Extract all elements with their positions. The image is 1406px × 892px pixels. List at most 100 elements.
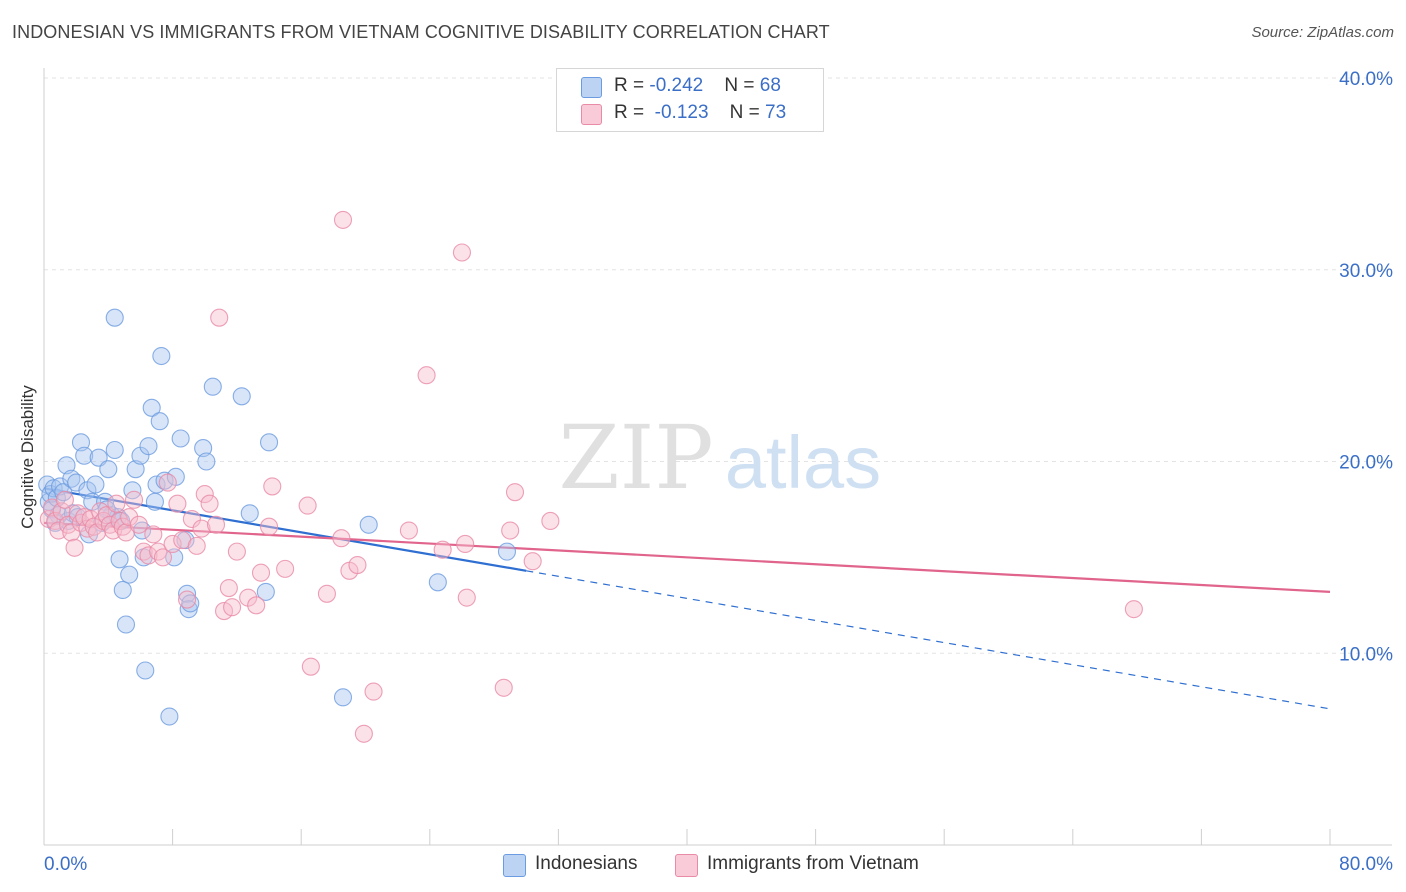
point-1-71 (501, 521, 520, 540)
point-1-52 (259, 517, 279, 536)
trend-line-extension-0 (526, 570, 1331, 710)
legend-n-label: N = (729, 102, 766, 123)
point-0-34 (126, 460, 145, 479)
y-tick-label-2: 30.0% (1339, 261, 1393, 282)
point-1-57 (317, 584, 336, 603)
point-0-39 (142, 398, 161, 417)
point-0-59 (259, 433, 279, 452)
point-1-25 (120, 508, 139, 527)
watermark-atlas: atlas (725, 421, 881, 504)
legend-r-label: R = (614, 75, 650, 96)
point-1-74 (541, 511, 560, 530)
point-1-41 (195, 485, 214, 504)
legend-r-value: -0.123 (654, 102, 709, 123)
point-1-69 (457, 588, 476, 607)
point-0-43 (152, 346, 171, 366)
point-0-19 (86, 475, 105, 494)
point-1-65 (417, 366, 436, 385)
point-0-66 (97, 500, 116, 519)
point-0-25 (105, 440, 124, 460)
point-1-46 (219, 579, 238, 598)
trend-line-1 (43, 521, 1331, 593)
y-tick-labels: 10.0% 20.0% 30.0% 40.0% (1339, 69, 1393, 665)
point-0-55 (203, 377, 222, 396)
point-1-56 (301, 657, 320, 676)
point-0-9 (57, 456, 76, 475)
point-1-51 (251, 563, 271, 582)
point-0-45 (160, 707, 179, 726)
point-0-28 (105, 308, 124, 327)
legend-swatch-indonesians (503, 854, 526, 877)
point-1-43 (206, 515, 226, 534)
point-0-62 (428, 573, 447, 592)
y-axis-label: Cognitive Disability (18, 385, 37, 529)
point-1-30 (144, 525, 163, 544)
point-1-29 (139, 546, 158, 565)
legend-n-value: 68 (759, 75, 781, 96)
point-1-40 (192, 519, 211, 538)
point-0-30 (113, 580, 132, 600)
point-1-72 (505, 483, 525, 502)
point-0-23 (99, 460, 118, 479)
legend-n-value: 73 (765, 102, 787, 123)
point-1-54 (276, 559, 295, 578)
point-1-39 (187, 536, 206, 555)
point-1-11 (75, 508, 94, 527)
point-0-40 (145, 492, 164, 511)
legend-label-indonesians: Indonesians (535, 853, 638, 874)
x-tick-label-max: 80.0% (1339, 854, 1393, 875)
point-1-68 (456, 534, 475, 554)
point-0-58 (256, 582, 275, 601)
point-1-37 (178, 590, 197, 609)
point-1-31 (149, 542, 168, 561)
point-1-14 (84, 517, 103, 536)
point-1-35 (168, 494, 187, 513)
point-0-33 (123, 481, 142, 500)
point-1-27 (129, 515, 148, 534)
point-0-31 (116, 615, 136, 634)
legend-swatch-vietnam (675, 854, 698, 877)
point-0-4 (44, 479, 63, 498)
point-0-67 (133, 521, 152, 540)
trend-lines (43, 487, 1331, 710)
point-1-53 (263, 477, 282, 496)
legend-label-vietnam: Immigrants from Vietnam (707, 853, 919, 874)
point-0-63 (497, 542, 517, 561)
watermark-zip: ZIP (558, 406, 713, 509)
x-tick-label-min: 0.0% (44, 854, 87, 875)
series-0 (38, 308, 517, 726)
point-0-32 (120, 565, 139, 584)
point-0-37 (136, 661, 155, 680)
gridlines (44, 77, 1392, 654)
point-0-29 (110, 550, 129, 569)
point-1-8 (65, 538, 84, 557)
point-1-50 (247, 596, 266, 615)
point-1-42 (200, 494, 219, 513)
series-1 (39, 210, 1143, 743)
point-1-26 (124, 490, 144, 509)
data-points (38, 210, 1143, 743)
point-0-56 (232, 387, 251, 406)
point-0-61 (359, 515, 378, 534)
point-1-67 (452, 243, 472, 262)
point-0-8 (54, 483, 73, 502)
y-tick-label-3: 40.0% (1339, 69, 1393, 90)
point-1-59 (333, 210, 353, 229)
point-1-75 (1124, 600, 1143, 619)
point-1-61 (348, 555, 367, 575)
point-1-5 (55, 490, 74, 509)
stats-legend: R = -0.242 N = 68 R = -0.123 N = 73 (556, 68, 824, 132)
axes (43, 68, 1392, 846)
point-1-66 (433, 540, 452, 559)
y-tick-label-0: 10.0% (1339, 644, 1393, 665)
point-1-38 (182, 509, 201, 529)
point-0-48 (171, 429, 190, 448)
legend-swatch-vietnam (581, 104, 602, 125)
point-0-60 (333, 688, 353, 707)
point-0-14 (71, 433, 91, 452)
point-1-12 (78, 519, 97, 538)
y-tick-label-1: 20.0% (1339, 453, 1393, 474)
point-1-63 (364, 682, 383, 701)
point-1-22 (110, 511, 129, 530)
